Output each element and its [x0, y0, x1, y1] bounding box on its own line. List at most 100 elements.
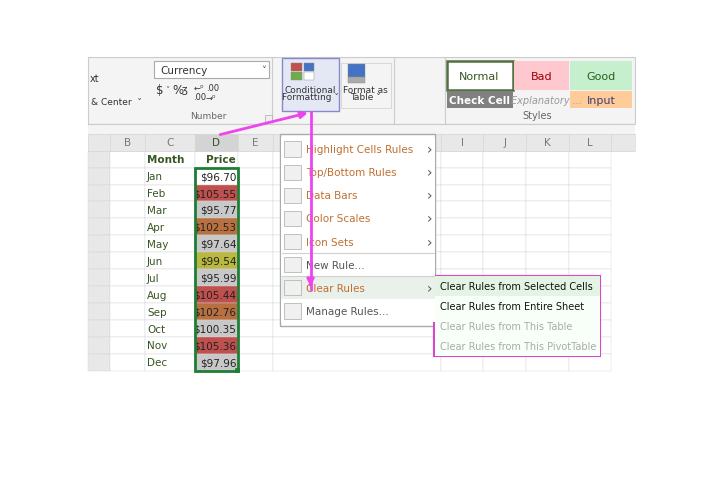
- Text: Conditional: Conditional: [285, 85, 336, 95]
- Bar: [110, 185, 145, 202]
- Bar: [145, 337, 195, 354]
- Text: $102.53: $102.53: [193, 222, 236, 232]
- Bar: [273, 219, 441, 236]
- Bar: [348, 65, 364, 78]
- Bar: [265, 116, 272, 123]
- Bar: [484, 354, 526, 371]
- Bar: [341, 64, 391, 108]
- Bar: [110, 303, 145, 320]
- Bar: [273, 354, 441, 371]
- Bar: [110, 270, 145, 287]
- Text: Number: Number: [190, 111, 226, 120]
- Text: $97.96: $97.96: [200, 358, 236, 368]
- Text: D: D: [212, 138, 221, 148]
- Bar: [88, 134, 110, 151]
- Text: Good: Good: [587, 72, 615, 82]
- Bar: [484, 168, 526, 185]
- Bar: [526, 287, 569, 303]
- Bar: [145, 168, 195, 185]
- Text: Normal: Normal: [460, 72, 500, 82]
- Text: B: B: [123, 138, 131, 148]
- Bar: [195, 151, 238, 168]
- Text: Aug: Aug: [147, 290, 167, 300]
- Bar: [110, 134, 145, 151]
- Bar: [145, 236, 195, 253]
- Bar: [273, 320, 441, 337]
- Bar: [273, 253, 441, 270]
- Bar: [526, 320, 569, 337]
- Bar: [484, 151, 526, 168]
- Text: Jun: Jun: [147, 256, 164, 266]
- Bar: [195, 253, 238, 270]
- Bar: [281, 134, 435, 326]
- Bar: [526, 151, 569, 168]
- Bar: [281, 276, 434, 300]
- Bar: [88, 219, 110, 236]
- Bar: [284, 280, 301, 296]
- Bar: [441, 303, 484, 320]
- Bar: [441, 134, 484, 151]
- Bar: [273, 202, 441, 219]
- Text: Month: Month: [147, 155, 185, 165]
- Bar: [441, 168, 484, 185]
- Bar: [434, 297, 600, 316]
- Bar: [195, 134, 238, 151]
- Bar: [88, 253, 110, 270]
- Bar: [484, 185, 526, 202]
- Text: ›: ›: [427, 212, 432, 226]
- Bar: [569, 185, 611, 202]
- Bar: [484, 270, 526, 287]
- Bar: [235, 368, 239, 372]
- Text: Oct: Oct: [147, 324, 165, 334]
- Bar: [281, 300, 434, 323]
- Bar: [526, 253, 569, 270]
- Text: Bad: Bad: [531, 72, 552, 82]
- Bar: [145, 202, 195, 219]
- Bar: [195, 354, 238, 371]
- Bar: [569, 354, 611, 371]
- Bar: [238, 219, 273, 236]
- Bar: [88, 168, 110, 185]
- Text: Icon Sets: Icon Sets: [306, 237, 353, 247]
- Bar: [569, 219, 611, 236]
- Bar: [195, 168, 238, 371]
- Text: Nov: Nov: [147, 341, 167, 351]
- Text: $105.55: $105.55: [193, 189, 236, 199]
- Text: Feb: Feb: [147, 189, 165, 199]
- Text: Sep: Sep: [147, 307, 166, 317]
- Bar: [88, 134, 634, 151]
- Bar: [238, 320, 273, 337]
- Bar: [348, 78, 364, 84]
- Bar: [88, 185, 110, 202]
- Bar: [569, 168, 611, 185]
- Bar: [145, 219, 195, 236]
- Bar: [284, 142, 301, 157]
- Bar: [238, 236, 273, 253]
- Bar: [88, 287, 110, 303]
- Bar: [526, 337, 569, 354]
- Bar: [88, 354, 110, 371]
- Bar: [304, 73, 314, 81]
- Bar: [434, 316, 600, 336]
- Bar: [88, 151, 110, 168]
- Text: I: I: [460, 138, 464, 148]
- Text: Jul: Jul: [147, 273, 159, 283]
- Bar: [569, 303, 611, 320]
- Text: Input: Input: [587, 96, 615, 106]
- Bar: [145, 185, 195, 202]
- Bar: [291, 73, 302, 81]
- Bar: [88, 236, 110, 253]
- Bar: [110, 202, 145, 219]
- Bar: [238, 253, 273, 270]
- Bar: [484, 202, 526, 219]
- Bar: [441, 354, 484, 371]
- Bar: [273, 270, 441, 287]
- Text: xt: xt: [90, 74, 99, 84]
- Bar: [273, 303, 441, 320]
- Bar: [273, 185, 441, 202]
- Bar: [110, 219, 145, 236]
- Bar: [526, 303, 569, 320]
- Bar: [441, 185, 484, 202]
- Text: & Center  ˅: & Center ˅: [91, 97, 142, 107]
- Bar: [238, 337, 273, 354]
